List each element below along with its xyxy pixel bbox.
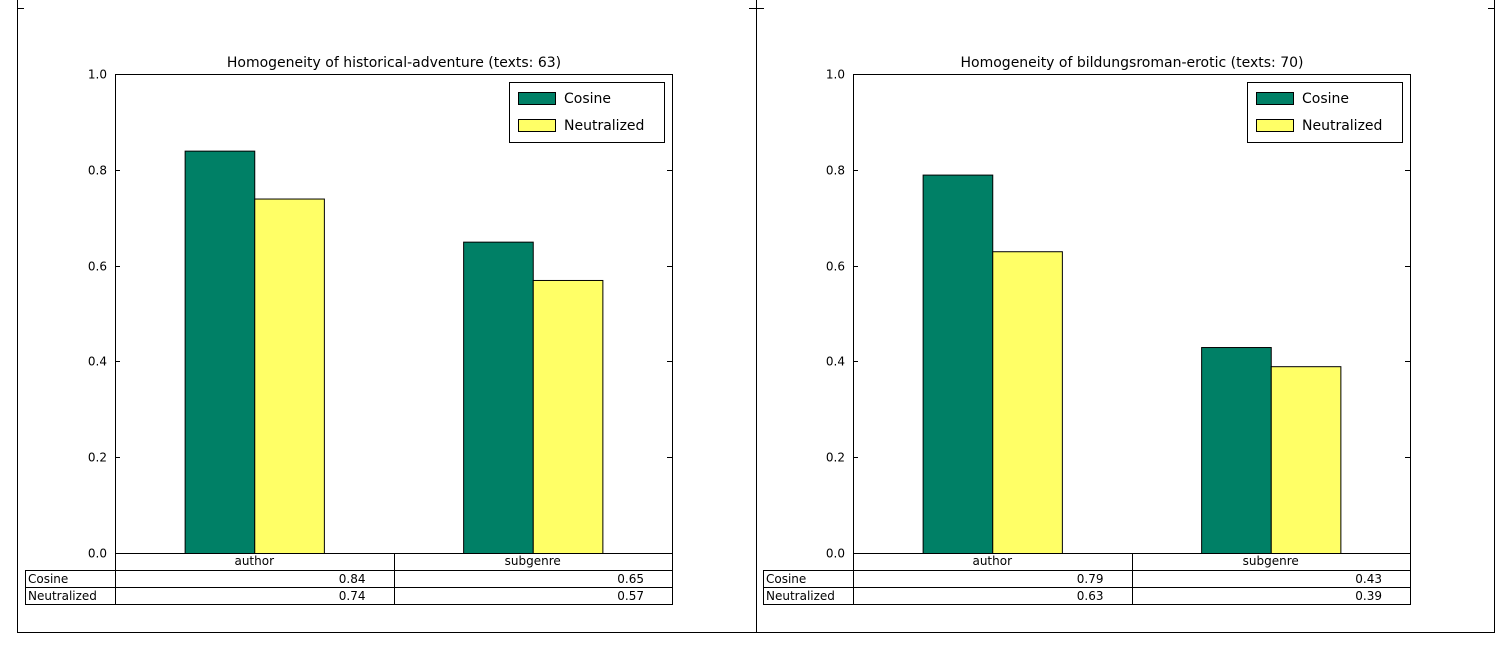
legend-swatch-cosine <box>1256 92 1294 105</box>
table-cell-value: 0.63 <box>1077 589 1104 603</box>
table-cell-value: 0.39 <box>1355 589 1382 603</box>
chart-bars <box>184 150 604 554</box>
chart-title: Homogeneity of bildungsroman-erotic (tex… <box>961 55 1304 71</box>
table-column-label-author: author <box>234 554 274 568</box>
table-column-label-author: author <box>972 554 1012 568</box>
bar-cosine-author <box>184 150 256 554</box>
bar-neutralized-subgenre <box>1270 366 1342 554</box>
chart-historical-adventure: Homogeneity of historical-adventure (tex… <box>25 55 673 605</box>
bar-neutralized-author <box>254 198 325 554</box>
table-row-label-cosine: Cosine <box>766 572 806 586</box>
table-cell-value: 0.79 <box>1077 572 1104 586</box>
legend-label-neutralized: Neutralized <box>1302 118 1382 134</box>
chart-title: Homogeneity of historical-adventure (tex… <box>227 55 561 71</box>
table-row <box>115 587 673 605</box>
table-row-label-neutralized: Neutralized <box>766 589 835 603</box>
chart-data-table: author subgenre Cosine 0.79 0.43 Neutralized 0… <box>763 553 1411 605</box>
bar-neutralized-subgenre <box>532 279 604 554</box>
y-tick-label: 0.4 <box>88 355 107 369</box>
chart-legend: Cosine Neutralized <box>1247 82 1403 143</box>
y-tick-label: 0.2 <box>826 451 845 465</box>
table-cell-value: 0.65 <box>617 572 644 586</box>
chart-bars <box>922 174 1342 554</box>
bar-cosine-subgenre <box>463 241 534 554</box>
y-tick-label: 1.0 <box>88 68 107 82</box>
legend-swatch-neutralized <box>1256 119 1294 132</box>
y-tick-label: 0.4 <box>826 355 845 369</box>
y-tick-label: 0.8 <box>826 164 845 178</box>
table-cell-value: 0.43 <box>1355 572 1382 586</box>
chart-y-ticks: 0.0 0.2 0.4 0.6 0.8 1.0 <box>88 68 672 561</box>
legend-label-cosine: Cosine <box>564 91 611 107</box>
chart-legend: Cosine Neutralized <box>509 82 665 143</box>
y-tick-label: 0.0 <box>826 547 845 561</box>
table-cell-value: 0.74 <box>339 589 366 603</box>
outer-frame <box>17 0 1495 633</box>
legend-swatch-neutralized <box>518 119 556 132</box>
y-tick-label: 0.8 <box>88 164 107 178</box>
legend-swatch-cosine <box>518 92 556 105</box>
bar-cosine-subgenre <box>1201 347 1272 554</box>
y-tick-label: 0.6 <box>826 260 845 274</box>
chart-bildungsroman-erotic: Homogeneity of bildungsroman-erotic (tex… <box>763 55 1411 605</box>
y-tick-label: 0.2 <box>88 451 107 465</box>
y-tick-label: 0.6 <box>88 260 107 274</box>
table-row <box>853 587 1411 605</box>
chart-data-table: author subgenre Cosine 0.84 0.65 Neutralized 0… <box>25 553 673 605</box>
table-column-label-subgenre: subgenre <box>505 554 561 568</box>
table-row-label-neutralized: Neutralized <box>28 589 97 603</box>
y-tick-label: 1.0 <box>826 68 845 82</box>
legend-label-neutralized: Neutralized <box>564 118 644 134</box>
table-column-label-subgenre: subgenre <box>1243 554 1299 568</box>
table-cell-value: 0.57 <box>617 589 644 603</box>
bar-neutralized-author <box>992 251 1063 554</box>
y-tick-label: 0.0 <box>88 547 107 561</box>
bar-cosine-author <box>922 174 994 554</box>
legend-label-cosine: Cosine <box>1302 91 1349 107</box>
chart-y-ticks: 0.0 0.2 0.4 0.6 0.8 1.0 <box>826 68 1410 561</box>
table-cell-value: 0.84 <box>339 572 366 586</box>
table-row-label-cosine: Cosine <box>28 572 68 586</box>
